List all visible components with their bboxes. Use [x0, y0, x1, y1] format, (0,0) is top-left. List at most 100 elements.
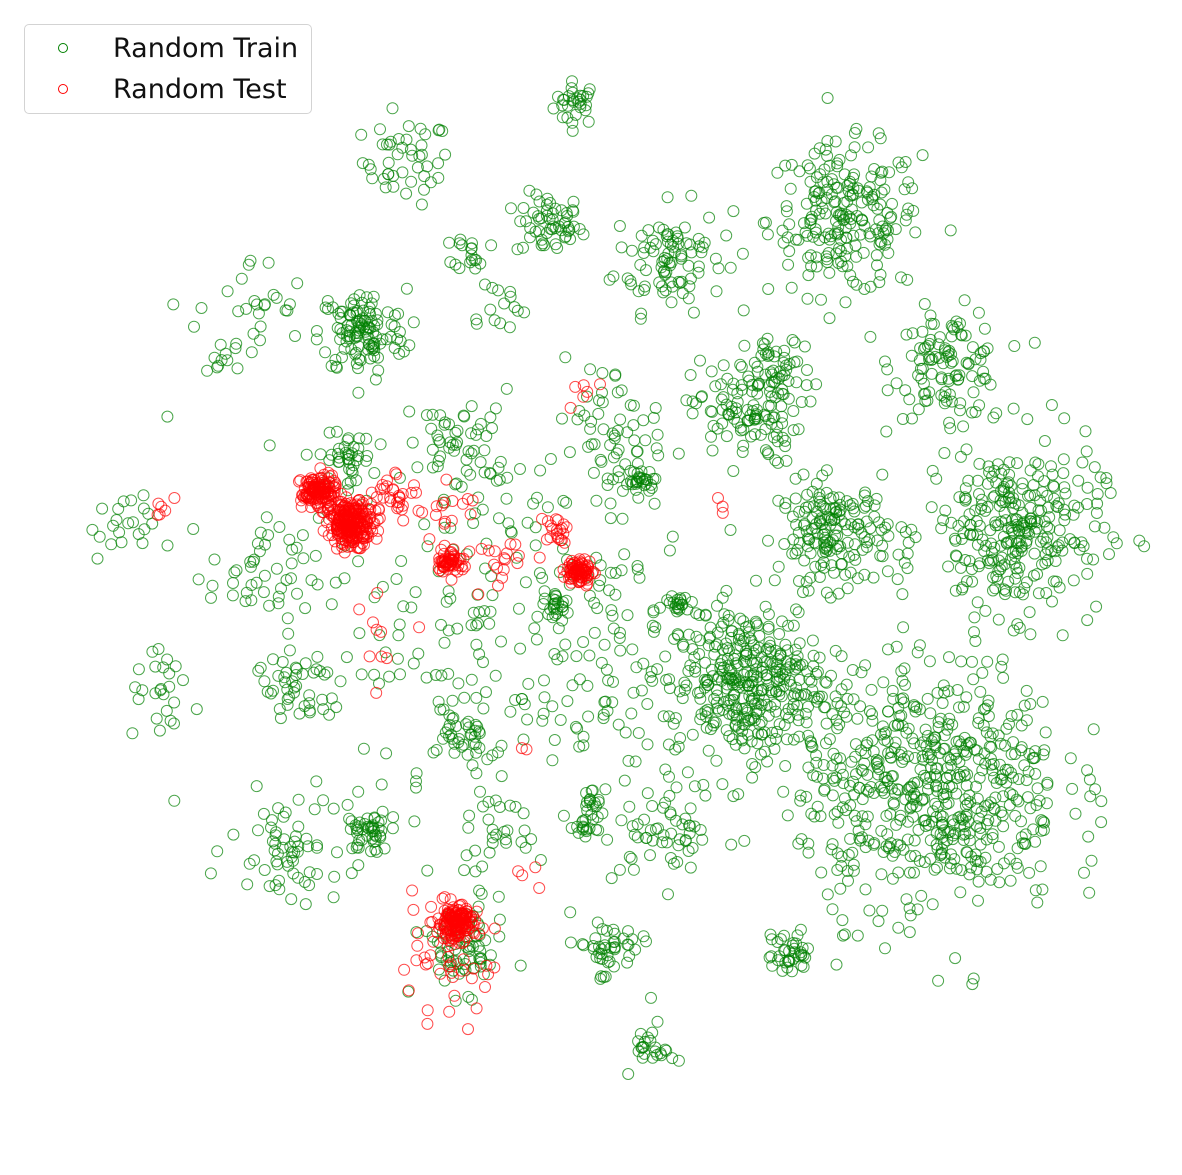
- random-train-point: [694, 692, 707, 705]
- random-train-point: [966, 370, 979, 383]
- random-train-point: [1050, 499, 1063, 512]
- random-train-point: [938, 344, 951, 357]
- random-train-point: [802, 729, 815, 742]
- random-train-point: [321, 666, 334, 679]
- random-train-point: [930, 780, 942, 793]
- random-train-point: [570, 650, 583, 663]
- random-train-point: [1017, 588, 1029, 601]
- random-train-point: [913, 639, 926, 652]
- random-train-point: [1048, 480, 1061, 493]
- random-train-point: [923, 350, 936, 363]
- random-test-point: [342, 511, 355, 524]
- random-train-point: [909, 531, 922, 544]
- random-train-point: [903, 926, 916, 939]
- random-train-point: [836, 260, 849, 273]
- random-train-point: [1059, 508, 1072, 521]
- random-train-point: [473, 648, 486, 661]
- random-train-point: [986, 764, 999, 777]
- random-train-point: [286, 675, 299, 688]
- random-test-point: [390, 468, 403, 481]
- random-train-point: [899, 214, 912, 227]
- random-train-point: [520, 215, 532, 228]
- random-train-point: [596, 807, 609, 820]
- random-train-point: [615, 564, 628, 577]
- random-train-point: [598, 939, 611, 952]
- random-train-point: [301, 840, 314, 853]
- random-train-point: [378, 842, 391, 855]
- random-train-point: [786, 965, 798, 978]
- random-train-point: [826, 903, 839, 916]
- random-test-point: [411, 939, 424, 952]
- random-train-point: [341, 477, 354, 490]
- random-train-point: [488, 314, 501, 327]
- random-train-point: [583, 649, 596, 662]
- random-train-point: [533, 225, 546, 238]
- random-train-point: [762, 534, 774, 547]
- random-train-point: [825, 188, 838, 201]
- random-train-point: [546, 213, 559, 226]
- random-train-point: [325, 448, 338, 461]
- random-train-point: [580, 787, 593, 799]
- random-train-point: [838, 928, 851, 941]
- random-train-point: [387, 811, 400, 824]
- random-train-point: [702, 744, 715, 757]
- random-train-point: [611, 424, 624, 437]
- random-train-point: [1034, 860, 1047, 873]
- random-train-point: [852, 824, 865, 837]
- random-test-point: [440, 473, 453, 486]
- random-train-point: [1094, 471, 1107, 484]
- random-train-point: [725, 838, 738, 851]
- random-train-point: [777, 785, 790, 798]
- random-train-point: [449, 258, 462, 271]
- random-train-point: [977, 365, 990, 378]
- random-train-point: [714, 661, 727, 674]
- legend-label-random-test: Random Test: [113, 73, 287, 105]
- random-train-point: [901, 783, 914, 796]
- random-train-point: [406, 436, 419, 449]
- random-train-point: [955, 329, 968, 342]
- random-train-point: [229, 342, 242, 355]
- random-train-point: [977, 719, 990, 732]
- random-train-point: [921, 729, 934, 742]
- random-test-point: [461, 920, 474, 933]
- random-train-point: [992, 519, 1005, 532]
- random-train-point: [992, 613, 1005, 626]
- random-train-point: [549, 238, 562, 251]
- random-train-point: [396, 141, 409, 154]
- random-test-point: [402, 984, 415, 997]
- random-train-point: [606, 609, 619, 622]
- random-train-point: [973, 457, 986, 470]
- random-train-point: [632, 727, 645, 739]
- random-train-point: [856, 543, 869, 556]
- random-train-point: [744, 654, 757, 667]
- random-train-point: [613, 632, 626, 644]
- random-train-point: [454, 233, 467, 246]
- random-train-point: [376, 805, 389, 818]
- random-test-point: [472, 588, 485, 601]
- random-train-point: [637, 657, 650, 670]
- random-train-point: [720, 584, 733, 597]
- random-train-point: [689, 665, 702, 678]
- random-train-point: [910, 701, 923, 714]
- random-train-point: [364, 308, 377, 321]
- random-train-point: [779, 956, 792, 969]
- random-train-point: [619, 458, 632, 471]
- random-train-point: [800, 575, 813, 588]
- random-train-point: [603, 955, 616, 968]
- random-train-point: [788, 336, 801, 349]
- random-train-point: [150, 712, 163, 725]
- random-test-point: [550, 527, 563, 540]
- random-train-point: [352, 555, 365, 568]
- random-train-point: [782, 954, 795, 967]
- random-train-point: [583, 822, 596, 835]
- random-train-point: [555, 204, 568, 217]
- random-train-point: [492, 890, 505, 903]
- random-train-point: [327, 802, 340, 815]
- random-train-point: [895, 693, 908, 706]
- random-train-point: [415, 198, 428, 211]
- random-train-point: [734, 421, 747, 434]
- random-train-point: [994, 539, 1007, 552]
- random-train-point: [627, 686, 640, 699]
- random-train-point: [623, 850, 636, 863]
